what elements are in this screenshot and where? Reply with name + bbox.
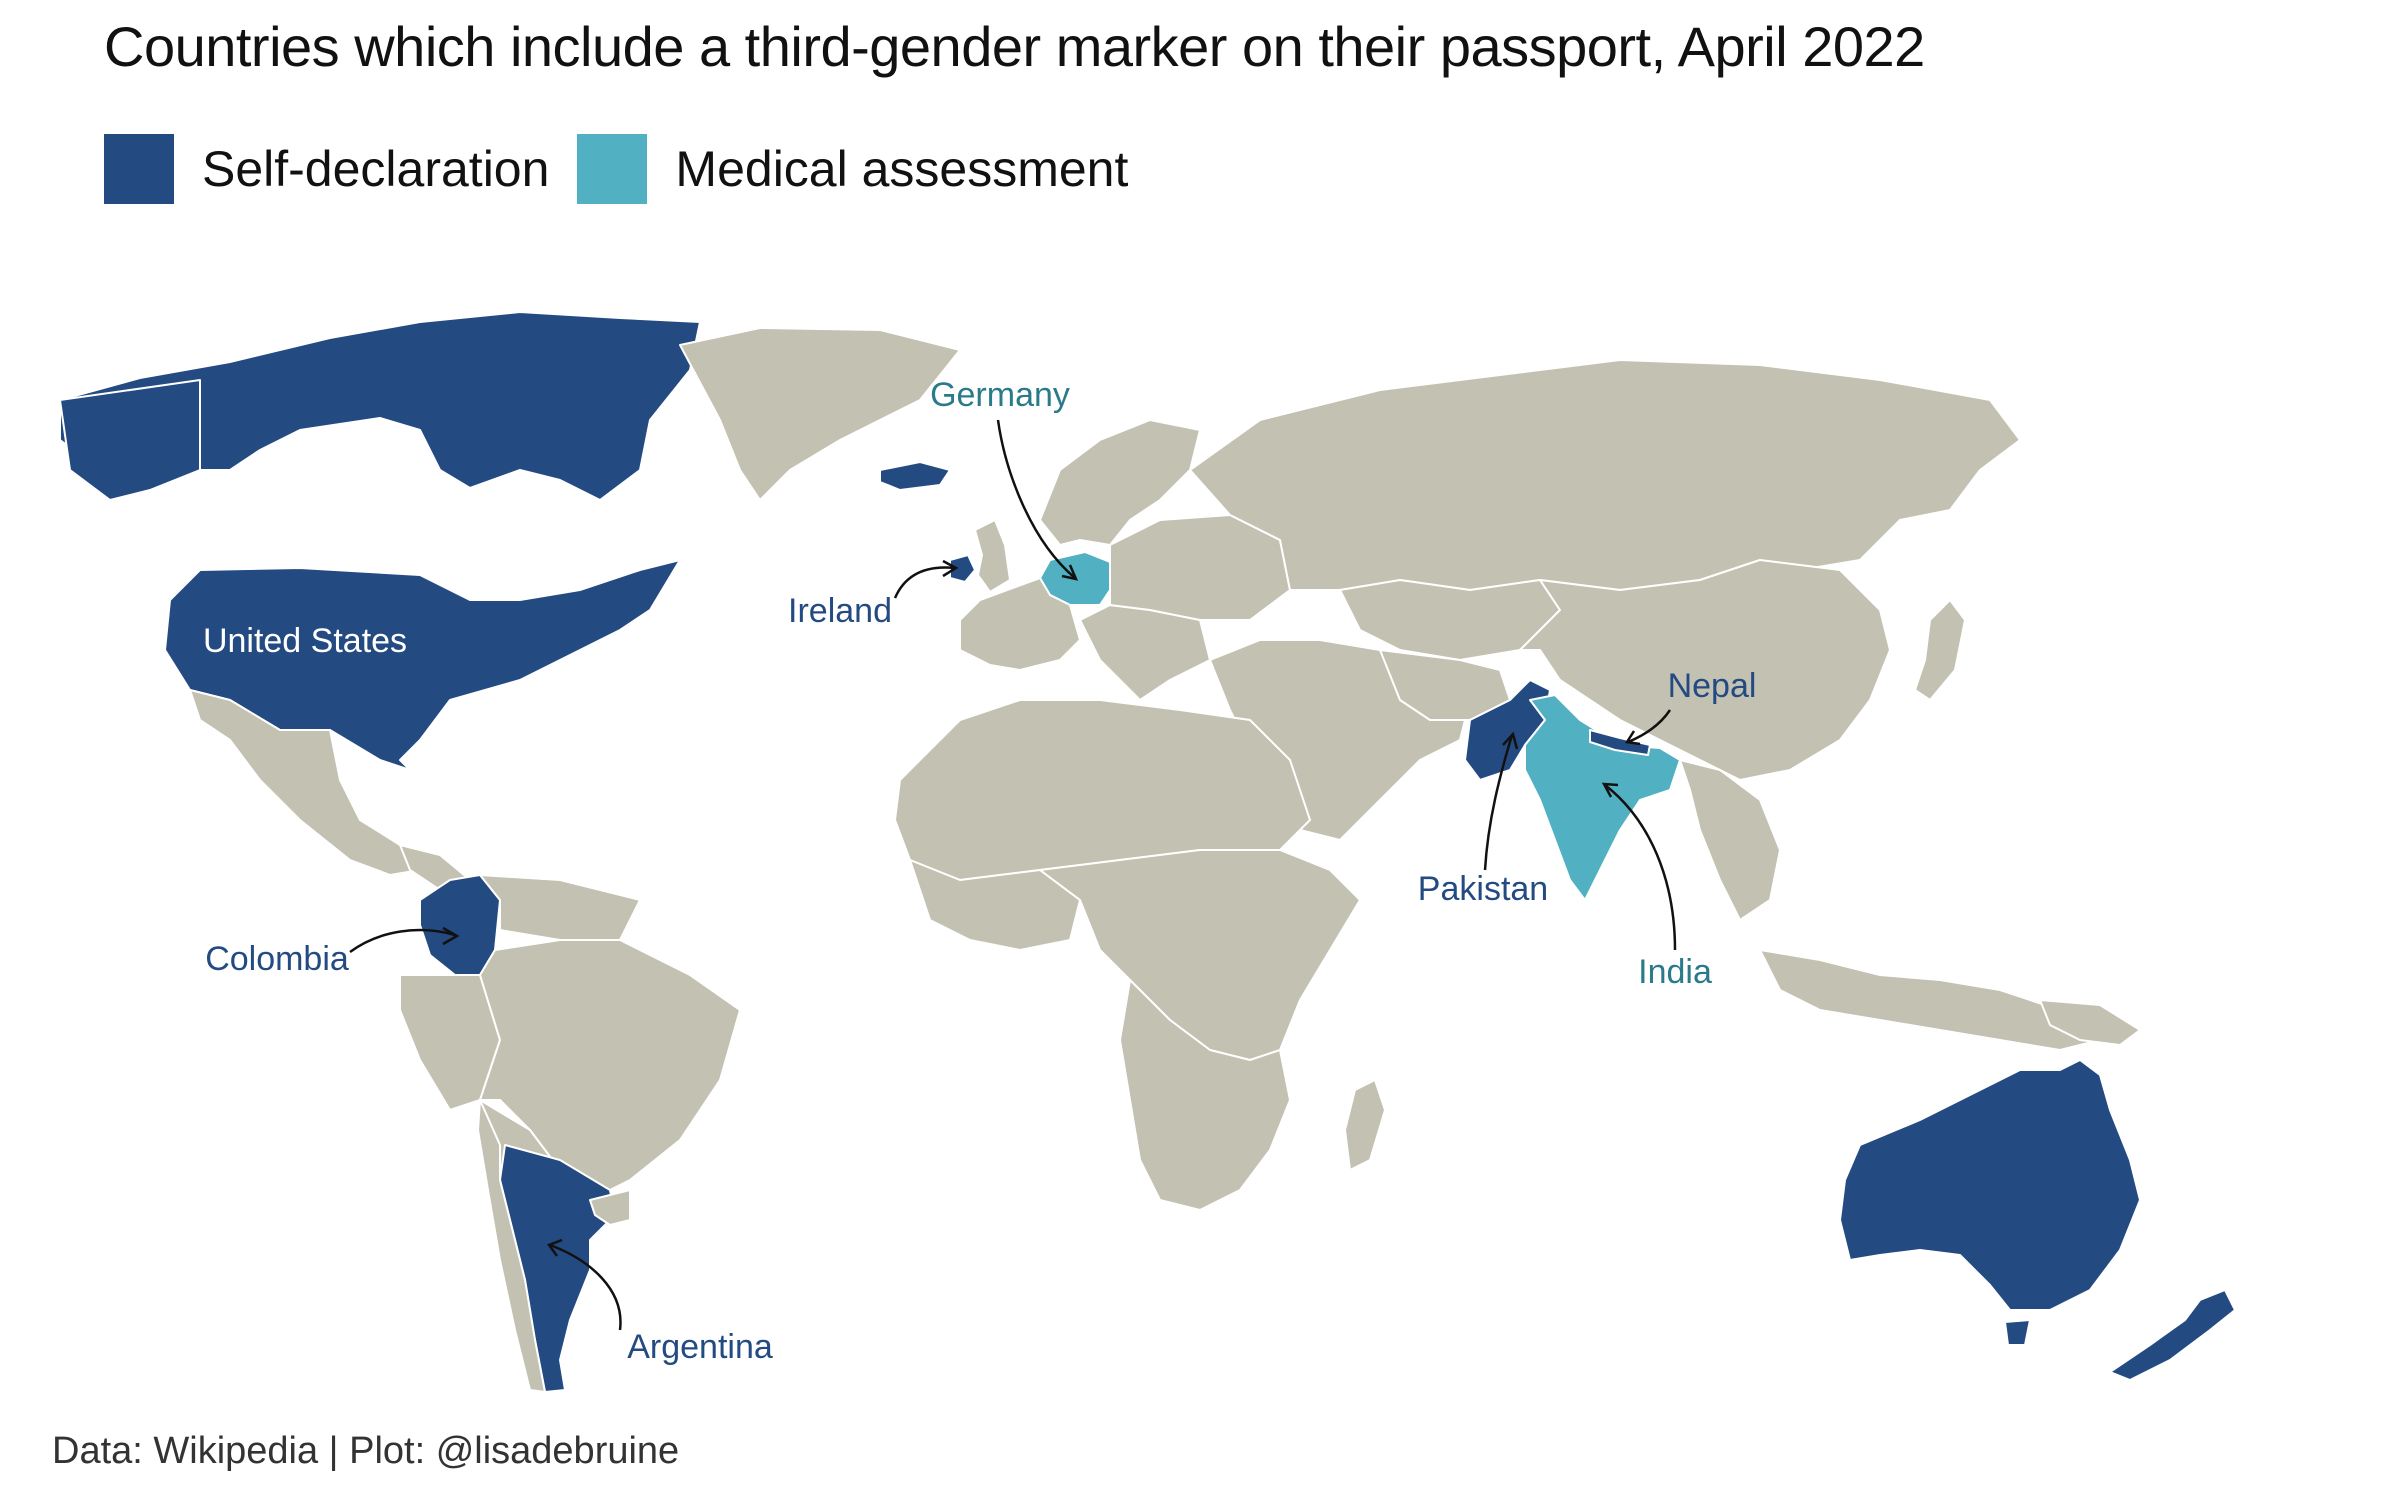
arrow-pakistan <box>1483 734 1514 871</box>
world-map: United States Colombia Argentina Ireland… <box>59 311 2236 1393</box>
country-italy-balkans <box>1079 604 1211 701</box>
country-western-europe <box>959 577 1081 671</box>
arrow-india <box>1604 784 1677 951</box>
arrow-argentina <box>549 1243 622 1331</box>
country-alaska <box>59 379 201 501</box>
label-germany: Germany <box>930 376 1070 414</box>
country-madagascar <box>1344 1079 1386 1171</box>
legend-label-self-declaration: Self-declaration <box>202 141 550 197</box>
country-scandinavia <box>1039 419 1201 546</box>
country-indonesia <box>1759 949 2101 1051</box>
map-title: Countries which include a third-gender m… <box>104 15 1925 78</box>
country-west-africa <box>909 859 1081 951</box>
country-ireland <box>949 554 976 583</box>
country-united-kingdom <box>974 519 1011 593</box>
country-greenland <box>679 327 961 501</box>
label-united-states: United States <box>203 622 407 660</box>
label-argentina: Argentina <box>627 1328 773 1366</box>
legend-label-medical-assessment: Medical assessment <box>675 141 1129 197</box>
country-papua-new-guinea <box>2039 999 2141 1046</box>
country-iceland <box>879 461 951 491</box>
arrow-head-colombia <box>442 926 460 946</box>
country-new-zealand <box>2109 1289 2236 1381</box>
label-nepal: Nepal <box>1668 667 1757 705</box>
country-china <box>1519 559 1891 781</box>
arrow-ireland-head <box>942 559 959 578</box>
legend-swatch-medical-assessment <box>577 134 648 204</box>
country-nepal <box>1589 729 1651 756</box>
label-india: India <box>1638 953 1712 991</box>
country-russia <box>1189 359 2021 591</box>
country-japan <box>1914 599 1966 701</box>
arrow-ireland <box>893 566 956 599</box>
arrow-pakistan-head <box>1502 731 1519 750</box>
legend-item-self-declaration: Self-declaration <box>104 134 549 204</box>
country-canada <box>59 311 701 501</box>
country-southern-africa <box>1119 979 1291 1211</box>
country-chile <box>477 1099 546 1393</box>
country-uruguay <box>589 1189 631 1226</box>
arrow-nepal <box>1627 709 1672 744</box>
arrow-germany <box>996 419 1076 579</box>
country-venezuela-guianas <box>479 874 641 941</box>
legend-swatch-self-declaration <box>104 134 174 204</box>
country-southeast-asia <box>1679 759 1781 921</box>
legend: Self-declaration Medical assessment <box>104 134 1156 204</box>
arrow-germany-head <box>1061 564 1079 581</box>
arrow-india-head <box>1601 782 1619 798</box>
arrow-colombia <box>349 928 456 954</box>
country-eastern-europe <box>1109 514 1291 621</box>
source-caption: Data: Wikipedia | Plot: @lisadebruine <box>52 1430 680 1472</box>
label-ireland: Ireland <box>788 592 892 630</box>
arrow-argentina-head <box>547 1238 563 1257</box>
country-central-east-africa <box>1039 849 1361 1061</box>
label-pakistan: Pakistan <box>1418 870 1548 908</box>
label-colombia: Colombia <box>205 940 349 978</box>
country-australia <box>1839 1059 2141 1311</box>
legend-item-medical-assessment: Medical assessment <box>577 134 1128 204</box>
arrow-nepal-head <box>1624 730 1641 746</box>
country-tasmania <box>2004 1319 2031 1346</box>
